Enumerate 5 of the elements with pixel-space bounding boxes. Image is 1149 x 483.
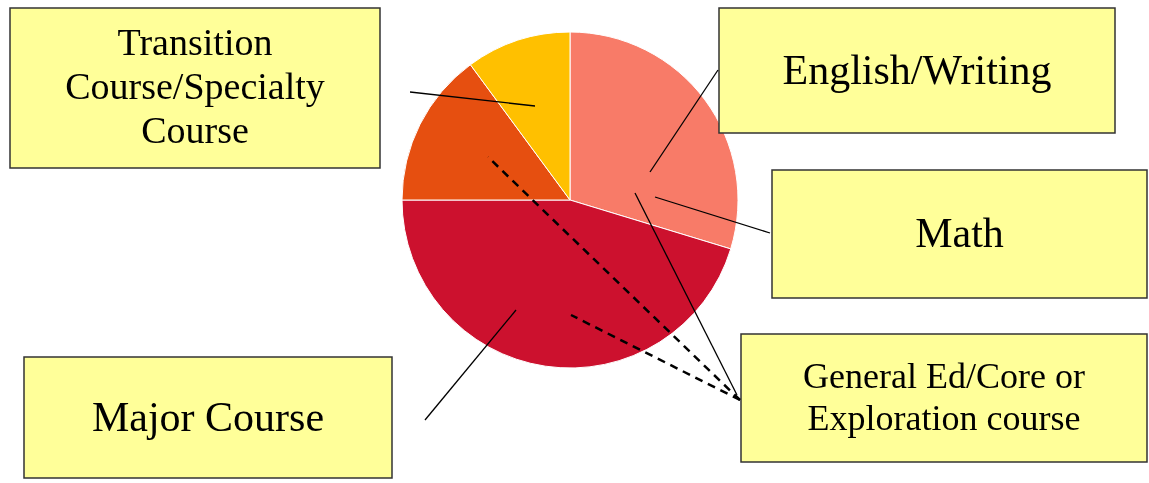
text: Math	[915, 210, 1004, 256]
text: English/Writing	[782, 46, 1052, 93]
text: Transition Course/Specialty Course	[65, 21, 325, 151]
text: General Ed/Core or Exploration course	[803, 356, 1085, 438]
text: Major Course	[91, 393, 325, 440]
